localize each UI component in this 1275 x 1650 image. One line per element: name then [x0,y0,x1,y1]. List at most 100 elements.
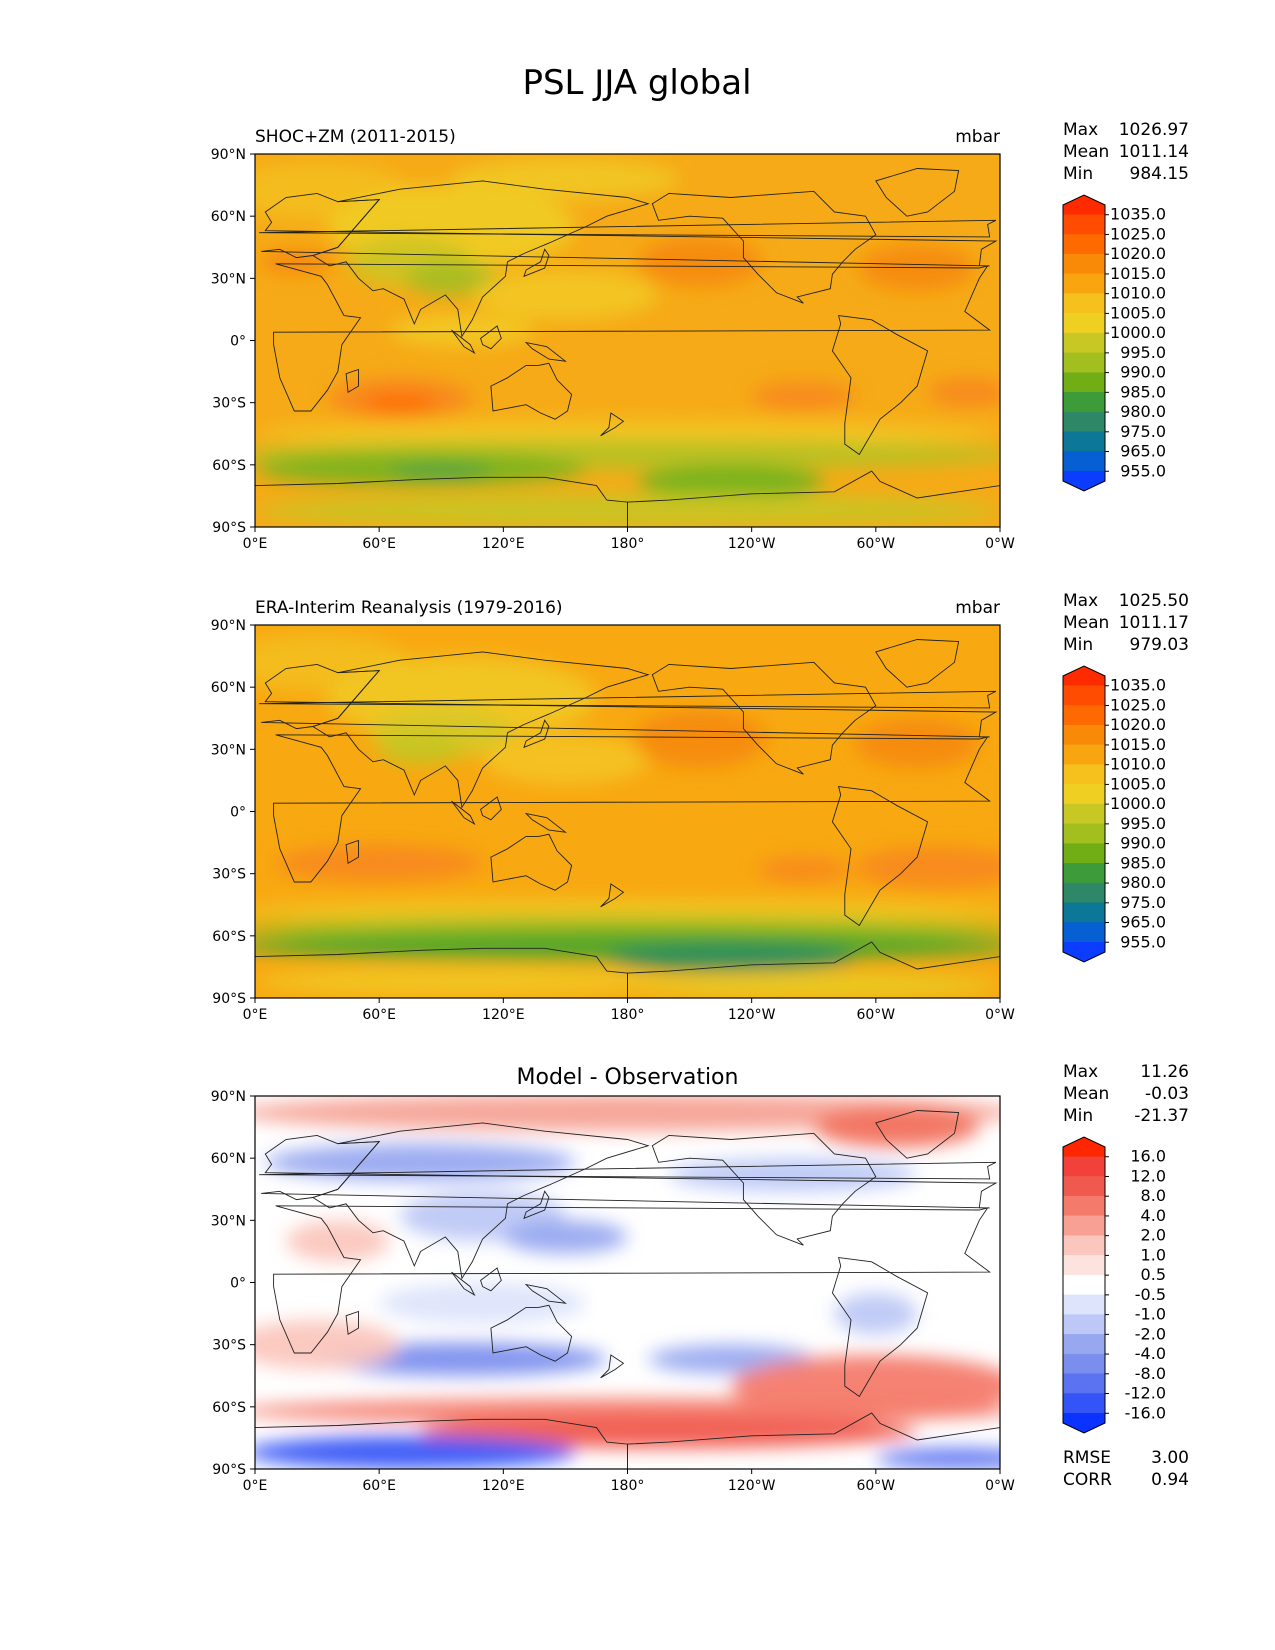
colorbar-label: 955.0 [1120,932,1166,951]
colorbar-label: -1.0 [1135,1305,1166,1324]
coast-sumatra [451,1271,476,1297]
colorbar-swatch [1062,764,1106,785]
lat-tick-label: 30°N [211,271,246,287]
colorbar: 16.012.08.04.02.01.00.5-0.5-1.0-2.0-4.0-… [1062,1136,1166,1434]
panel-title-center: Model - Observation [517,1065,739,1090]
extra-stat-value: 0.94 [1151,1470,1189,1490]
coast-new-guinea [524,812,567,833]
stat-label: Min [1063,164,1093,184]
stat-label: Mean [1063,613,1109,633]
lat-tick-label: 30°S [212,396,246,412]
colorbar-swatch [1062,1255,1106,1276]
field-region-7 [379,1282,587,1324]
lat-tick-label: 90°N [211,1089,246,1105]
coast-new-guinea [524,341,567,362]
extra-stat-value: 3.00 [1151,1448,1189,1468]
field-region-2 [265,1143,576,1181]
lat-tick-label: 0° [230,805,246,821]
field-region-15 [627,973,1000,998]
field-region-4 [406,261,498,295]
field-region-15 [255,1435,576,1469]
colorbar-label: 1010.0 [1110,755,1166,774]
coast-new-zealand [600,412,625,437]
lat-tick-label: 30°N [211,1213,246,1229]
lon-tick-label: 180° [611,1478,645,1494]
colorbar-label: 980.0 [1120,402,1166,421]
coast-antarctica-west [627,941,1000,998]
colorbar-label: 965.0 [1120,442,1166,461]
field-region-4 [482,734,649,785]
field-region-6 [389,313,535,347]
stat-value: 979.03 [1130,635,1189,655]
colorbar-swatch [1062,705,1106,726]
colorbar-swatch [1062,273,1106,294]
lat-tick-label: 60°S [212,929,246,945]
coast-greenland [875,1110,960,1159]
lat-tick-label: 30°N [211,742,246,758]
colorbar-label: 1015.0 [1110,735,1166,754]
field-region-8 [855,846,1000,889]
field-region-7 [275,844,483,882]
map-field-shading [255,1096,1000,1469]
coastlines [255,639,1000,998]
lon-tick-label: 60°E [362,1007,396,1023]
lat-tick-label: 30°S [212,867,246,883]
field-region-1 [451,158,680,200]
coast-borneo [480,796,502,821]
lon-tick-label: 0°W [985,1007,1015,1023]
field-region-13 [927,377,1000,407]
colorbar-swatch [1062,902,1106,923]
stat-label: Mean [1063,142,1109,162]
lon-tick-label: 60°W [856,536,895,552]
colorbar-swatch [1062,234,1106,255]
colorbar-label: 990.0 [1120,363,1166,382]
colorbar-swatch [1062,1353,1106,1375]
colorbar-swatch [1062,1274,1106,1296]
colorbar-swatch [1062,685,1106,706]
colorbar: 1035.01025.01020.01015.01010.01005.01000… [1062,665,1166,963]
colorbar-label: 1020.0 [1110,715,1166,734]
colorbar-label: 1005.0 [1110,774,1166,793]
colorbar-swatch [1062,803,1106,825]
extra-stat-label: RMSE [1063,1448,1111,1468]
coast-borneo [480,1267,502,1292]
colorbar-swatch [1062,332,1106,354]
field-region-12 [751,381,856,411]
field-region-3 [379,734,462,764]
coast-antarctica-east [255,947,628,998]
colorbar-swatch [1062,823,1106,844]
panel-diff: Model - Observation 90°N 60°N 30°N 0° 30°S 60°… [211,1062,1189,1494]
colorbar-label: 975.0 [1120,422,1166,441]
colorbar-swatch [1062,431,1106,452]
coast-south-america [831,315,929,456]
colorbar-label: 985.0 [1120,382,1166,401]
colorbar-label: 0.5 [1141,1265,1166,1284]
map-area [255,625,1000,998]
field-region-5 [503,1220,628,1254]
coast-japan [523,719,550,749]
figure-title: PSL JJA global [522,63,751,103]
colorbar-swatch [1062,451,1106,472]
coast-uk [259,690,997,709]
colorbar-label: -8.0 [1135,1364,1166,1383]
field-region-17 [389,464,493,478]
stat-label: Min [1063,1106,1093,1126]
coast-south-america [831,1257,929,1398]
colorbar-swatch [1062,1373,1106,1394]
colorbar-swatch [1062,665,1106,686]
lat-tick-label: 30°S [212,1338,246,1354]
field-region-13 [255,1398,1000,1424]
lon-tick-label: 120°E [482,536,525,552]
field-region-9 [259,249,334,275]
colorbar-label: 8.0 [1141,1186,1166,1205]
colorbar-swatch [1062,352,1106,373]
panel-reference: ERA-Interim Reanalysis (1979-2016) mbar 90… [211,591,1189,1023]
colorbar-swatch [1062,882,1106,904]
colorbar-label: 1000.0 [1110,794,1166,813]
coast-south-america [831,786,929,927]
coast-africa [273,263,992,412]
lon-tick-label: 60°W [856,1478,895,1494]
stat-value: -21.37 [1134,1106,1189,1126]
colorbar-swatch [1062,471,1106,492]
field-region-14 [420,1415,918,1449]
